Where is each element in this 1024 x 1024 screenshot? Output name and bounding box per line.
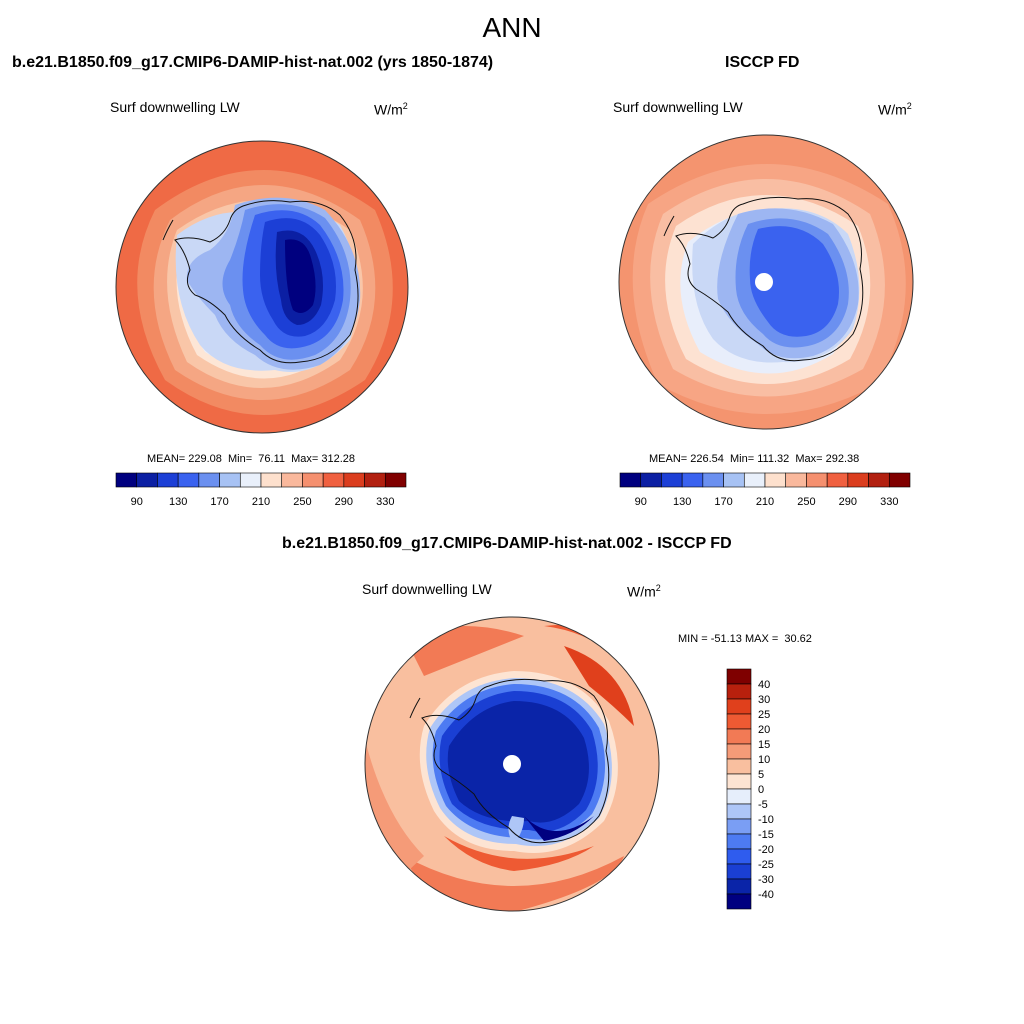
panel-1-colorbar-box — [384, 472, 407, 488]
panel-3-colorbar: 40 30 25 20 15 10 5 0 -5 -10 -15 -20 -25 -30 -40 — [726, 668, 774, 910]
panel-1-colorbar-tick-label: 330 — [376, 496, 394, 508]
panel-3-stats: MIN = -51.13 MAX = 30.62 — [678, 633, 812, 645]
panel-3-colorbar-box — [726, 848, 752, 865]
panel-3-colorbar-tick-label: -40 — [758, 889, 774, 901]
panel-3-colorbar-tick-label: 20 — [758, 724, 770, 736]
panel-3-colorbar-box — [726, 743, 752, 760]
panel-3-colorbar-tick-label: 30 — [758, 694, 770, 706]
panel-1-colorbar-tick-label: 130 — [169, 496, 187, 508]
panel-2-colorbar-box — [702, 472, 724, 488]
panel-3-colorbar-box — [726, 788, 752, 805]
panel-1-colorbar-box — [115, 472, 138, 488]
panel-2-colorbar-box — [826, 472, 849, 488]
panel-1-colorbar-box — [343, 472, 365, 488]
panel-3-colorbar-box — [726, 863, 752, 880]
panel-3-colorbar-box — [726, 818, 752, 835]
panel-2-colorbar-box — [888, 472, 911, 488]
panel-2-colorbar-box — [785, 472, 807, 488]
panel-3-colorbar-box — [726, 668, 752, 685]
panel-1-colorbar-tick-label: 170 — [210, 496, 228, 508]
panel-3-colorbar-box — [726, 893, 752, 910]
panel-3-colorbar-tick-label: -15 — [758, 829, 774, 841]
panel-1-colorbar-box — [219, 472, 241, 488]
panel-2-variable-label: Surf downwelling LW — [613, 99, 743, 115]
panel-1-colorbar-tick-label: 90 — [131, 496, 143, 508]
panel-1-colorbar: 90130170210250290330370 — [115, 472, 407, 508]
panel-3-unit-label: W/m2 — [627, 583, 661, 600]
panel-2-colorbar-box — [619, 472, 642, 488]
panel-1-colorbar-tick-label: 250 — [293, 496, 311, 508]
panel-2-polar-map — [618, 134, 914, 430]
panel-1-unit-label: W/m2 — [374, 101, 408, 118]
panel-3-colorbar-box — [726, 683, 752, 700]
panel-2-colorbar: 90130170210250290330370 — [619, 472, 911, 508]
panel-2-colorbar-tick-label: 130 — [673, 496, 691, 508]
panel-3-colorbar-tick-label: 25 — [758, 709, 770, 721]
panel-2-colorbar-box — [743, 472, 766, 488]
panel-1-stats: MEAN= 229.08 Min= 76.11 Max= 312.28 — [147, 453, 356, 465]
panel-2-colorbar-tick-label: 210 — [756, 496, 774, 508]
panel-1-colorbar-box — [136, 472, 158, 488]
panel-3-variable-label: Surf downwelling LW — [362, 581, 492, 597]
panel-2-colorbar-box — [661, 472, 683, 488]
panel-3-colorbar-box — [726, 728, 752, 745]
panel-2-colorbar-tick-label: 90 — [635, 496, 647, 508]
panel-3-colorbar-box — [726, 773, 752, 790]
panel-3-polar-map — [364, 616, 660, 912]
panel-3-colorbar-box — [726, 713, 752, 730]
panel-1-colorbar-box — [239, 472, 262, 488]
panel-2-colorbar-tick-label: 250 — [797, 496, 815, 508]
panel-2-colorbar-box — [806, 472, 828, 488]
panel-3-colorbar-box — [726, 698, 752, 715]
panel-1-colorbar-box — [322, 472, 345, 488]
panel-1-colorbar-box — [364, 472, 386, 488]
panel-3-colorbar-tick-label: -5 — [758, 799, 768, 811]
panel-2-colorbar-box — [764, 472, 787, 488]
panel-1-polar-map — [115, 140, 409, 434]
panel-3-colorbar-tick-label: 5 — [758, 769, 764, 781]
panel-1-variable-label: Surf downwelling LW — [110, 99, 240, 115]
panel-3-colorbar-tick-label: -10 — [758, 814, 774, 826]
panel-1-colorbar-box — [198, 472, 220, 488]
panel-2-colorbar-box — [868, 472, 890, 488]
panel-3-colorbar-box — [726, 878, 752, 895]
panel-3-title: b.e21.B1850.f09_g17.CMIP6-DAMIP-hist-nat… — [282, 535, 732, 552]
panel-2-title: ISCCP FD — [725, 54, 800, 71]
panel-3-colorbar-tick-label: 0 — [758, 784, 764, 796]
panel-1-colorbar-tick-label: 210 — [252, 496, 270, 508]
panel-2-colorbar-tick-label: 170 — [714, 496, 732, 508]
panel-2-colorbar-box — [723, 472, 745, 488]
panel-1-colorbar-box — [157, 472, 179, 488]
panel-2-colorbar-box — [847, 472, 869, 488]
panel-3-colorbar-tick-label: -30 — [758, 874, 774, 886]
panel-1-colorbar-tick-label: 290 — [335, 496, 353, 508]
panel-2-colorbar-box — [640, 472, 662, 488]
panel-1-colorbar-box — [281, 472, 303, 488]
panel-2-stats: MEAN= 226.54 Min= 111.32 Max= 292.38 — [649, 453, 860, 465]
panel-3-colorbar-box — [726, 833, 752, 850]
panel-1-title: b.e21.B1850.f09_g17.CMIP6-DAMIP-hist-nat… — [12, 54, 494, 71]
panel-3-colorbar-tick-label: 10 — [758, 754, 770, 766]
panel-1-colorbar-box — [260, 472, 283, 488]
panel-3-colorbar-tick-label: -20 — [758, 844, 774, 856]
figure-title: ANN — [482, 12, 542, 43]
panel-3-colorbar-tick-label: -25 — [758, 859, 774, 871]
panel-3-colorbar-box — [726, 758, 752, 775]
panel-2-unit-label: W/m2 — [878, 101, 912, 118]
panel-3-colorbar-tick-label: 40 — [758, 679, 770, 691]
panel-1-colorbar-box — [302, 472, 324, 488]
panel-3-colorbar-box — [726, 803, 752, 820]
panel-1-colorbar-box — [177, 472, 200, 488]
panel-3-colorbar-tick-label: 15 — [758, 739, 770, 751]
panel-2-colorbar-box — [681, 472, 704, 488]
panel-2-colorbar-tick-label: 290 — [839, 496, 857, 508]
panel-2-colorbar-tick-label: 330 — [880, 496, 898, 508]
